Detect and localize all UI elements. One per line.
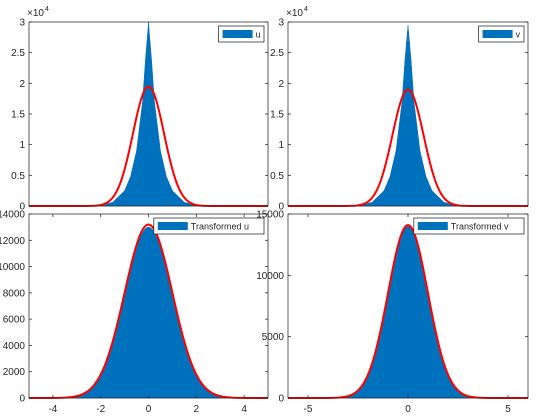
y-tick-label: 3 bbox=[19, 18, 25, 29]
y-tick-label: 2 bbox=[278, 79, 284, 90]
y-tick-label: 3 bbox=[278, 18, 284, 29]
y-tick-label: 0 bbox=[19, 394, 25, 405]
legend-label: v bbox=[516, 30, 521, 40]
x-tick-label: 0 bbox=[146, 404, 152, 415]
x-tick-label: 0 bbox=[405, 404, 411, 415]
histogram-bars bbox=[347, 25, 469, 207]
legend-swatch bbox=[417, 222, 448, 230]
y-tick-label: 0 bbox=[19, 202, 25, 213]
y-tick-label: 2.5 bbox=[11, 48, 25, 59]
y-tick-label: 0.5 bbox=[270, 171, 284, 182]
subplot-v: 0 0.5 1 1.5 2 2.5 3×10 4 v bbox=[270, 6, 529, 213]
y-tick-label: 1 bbox=[19, 140, 25, 151]
x-tick-label: -4 bbox=[48, 404, 57, 415]
legend-label: Transformed u bbox=[191, 222, 249, 232]
legend-label: Transformed v bbox=[451, 222, 509, 232]
subplot-transformed-v: 0 5000 10000 15000 -5 0 5 Transformed v bbox=[256, 210, 529, 415]
y-tick-label: 10000 bbox=[0, 262, 25, 273]
x-tick-label: -2 bbox=[96, 404, 105, 415]
y-tick-label: 2.5 bbox=[270, 48, 284, 59]
y-tick-label: 6000 bbox=[3, 315, 26, 326]
y-tick-label: 1 bbox=[278, 140, 284, 151]
exponent-label: ×10 bbox=[27, 8, 44, 19]
y-tick-label: 0 bbox=[278, 202, 284, 213]
y-tick-label: 1.5 bbox=[11, 110, 25, 121]
y-tick-label: 8000 bbox=[3, 288, 26, 299]
exponent-superscript: 4 bbox=[304, 6, 308, 13]
y-tick-label: 1.5 bbox=[270, 110, 284, 121]
y-tick-label: 2 bbox=[19, 79, 25, 90]
legend-swatch bbox=[482, 30, 513, 38]
x-tick-label: 5 bbox=[505, 404, 511, 415]
x-tick-label: 4 bbox=[241, 404, 247, 415]
legend-swatch bbox=[222, 30, 253, 38]
y-tick-label: 2000 bbox=[3, 367, 26, 378]
histogram-bars bbox=[88, 21, 209, 207]
fit-curve bbox=[29, 223, 268, 399]
y-tick-label: 12000 bbox=[0, 236, 25, 247]
legend-label: u bbox=[256, 30, 261, 40]
legend-swatch bbox=[157, 222, 188, 230]
subplot-transformed-u: 0 2000 4000 6000 8000 10000 12000 14000 -4 -2 0 2 4 T… bbox=[0, 210, 269, 415]
subplot-u: 0 0.5 1 1.5 2 2.5 3×10 4 u bbox=[11, 6, 269, 213]
y-tick-label: 5000 bbox=[262, 332, 285, 343]
y-tick-label: 14000 bbox=[0, 210, 25, 221]
y-tick-label: 15000 bbox=[256, 210, 284, 221]
y-tick-label: 4000 bbox=[3, 341, 26, 352]
y-tick-label: 10000 bbox=[256, 271, 284, 282]
exponent-label: ×10 bbox=[286, 8, 303, 19]
x-tick-label: 2 bbox=[194, 404, 200, 415]
x-tick-label: -5 bbox=[304, 404, 313, 415]
y-tick-label: 0 bbox=[278, 394, 284, 405]
exponent-superscript: 4 bbox=[45, 6, 49, 13]
y-tick-label: 0.5 bbox=[11, 171, 25, 182]
